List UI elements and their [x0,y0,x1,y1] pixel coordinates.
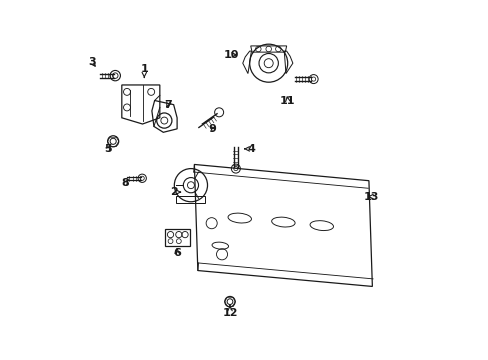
Text: 1: 1 [140,64,148,77]
Text: 11: 11 [279,95,295,105]
Text: 2: 2 [169,187,180,197]
Text: 6: 6 [173,248,181,257]
Text: 9: 9 [208,124,216,134]
Text: 3: 3 [88,58,96,67]
Bar [176,195,205,203]
Text: 10: 10 [223,50,239,60]
Text: 13: 13 [363,192,379,202]
Text: 7: 7 [163,100,171,110]
Text: 8: 8 [121,179,129,188]
Text: 5: 5 [104,144,112,154]
Text: 4: 4 [244,144,255,154]
Text: 12: 12 [222,305,237,318]
